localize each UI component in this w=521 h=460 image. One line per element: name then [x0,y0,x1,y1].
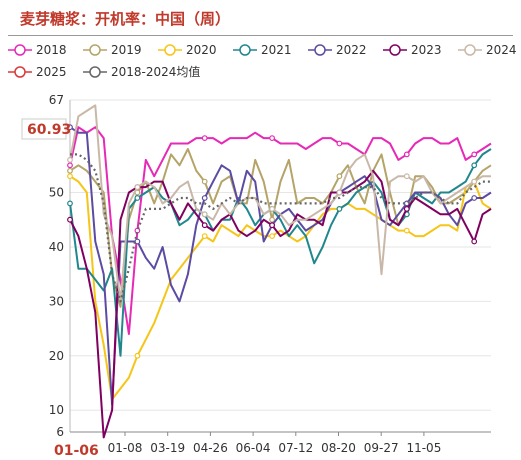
data-point [471,195,478,201]
data-point [269,233,276,240]
data-point [336,205,343,212]
legend-swatch-marker [89,44,101,56]
data-point [269,222,276,229]
legend-item: 2019 [83,43,142,57]
x-tick-label: 07-12 [278,441,313,455]
legend-swatch-marker [314,44,326,56]
data-point [403,227,410,234]
legend-item: 2024 [458,43,517,57]
data-point [67,167,73,174]
legend-label: 2025 [36,65,67,79]
series-line [69,126,492,406]
data-point [201,222,208,229]
hover-y-box [21,118,67,140]
y-tick-label: 50 [49,186,64,200]
legend-label: 2018 [36,43,67,57]
legend-item: 2018-2024均值 [83,64,200,79]
x-tick-label: 04-26 [193,441,228,455]
data-point [201,135,208,142]
data-point [403,173,410,180]
series-line [70,153,491,303]
legend-label: 2018-2024均值 [111,64,200,79]
data-point [269,135,276,142]
data-point [134,238,141,245]
legend-item: 2022 [308,43,367,57]
data-point [269,216,276,223]
legend-swatch-marker [239,44,251,56]
x-tick-label: 06-04 [236,441,271,455]
legend-item: 2023 [383,43,442,57]
hover-indicator: 60.93 01-06 [21,118,99,459]
data-point [471,151,478,158]
legend-item: 2020 [158,43,217,57]
data-point [336,140,343,147]
legend-swatch-marker [464,44,476,56]
x-tick-label: 01-08 [108,441,143,455]
data-point [67,124,73,131]
data-point [67,173,73,180]
x-tick-label: 09-27 [364,441,399,455]
y-tick-label: 40 [49,240,64,254]
data-point [201,211,208,218]
legend: 2018 2019 2020 2021 2022 2023 2024 2025 2018-202… [8,43,517,79]
legend-label: 2021 [261,43,292,57]
legend-swatch-marker [14,66,26,78]
series-line [69,175,492,401]
data-point [67,162,73,169]
data-point [134,195,141,201]
grid [70,99,491,433]
series-line [69,169,492,439]
y-tick-label: 67 [49,93,64,107]
hover-x-label: 01-06 [54,443,99,459]
x-axis: 01-08 03-19 04-26 06-04 07-12 08-20 09-27 11-05 [70,431,491,455]
data-point [471,162,478,169]
legend-label: 2020 [186,43,217,57]
y-axis: 6 10 20 30 40 50 67 [49,93,71,439]
legend-label: 2019 [111,43,142,57]
legend-swatch-marker [14,44,26,56]
legend-item: 2018 [8,43,67,57]
legend-label: 2023 [411,43,442,57]
data-point [67,200,73,207]
legend-swatch-marker [389,44,401,56]
y-tick-label: 10 [49,403,64,417]
legend-swatch-marker [89,66,101,78]
chart-title: 麦芽糖浆：开机率：中国（周） [20,10,231,28]
series-line [69,148,492,357]
legend-item: 2021 [233,43,292,57]
legend-label: 2022 [336,43,367,57]
y-tick-label: 30 [49,294,64,308]
series-lines [67,104,492,439]
title-divider [8,35,513,36]
x-tick-label: 11-05 [406,441,441,455]
x-tick-label: 08-20 [321,441,356,455]
legend-item: 2025 [8,65,67,79]
data-point [403,205,410,212]
data-point [336,189,343,196]
data-point [269,205,276,212]
data-point [403,151,410,158]
legend-swatch-marker [164,44,176,56]
y-tick-label: 6 [56,425,64,439]
series-line [69,148,492,308]
data-point [67,216,73,223]
data-point [201,233,208,240]
data-point [201,195,208,201]
data-point [471,238,478,245]
series-line [69,126,492,335]
data-point [471,178,478,185]
x-tick-label: 03-19 [150,441,185,455]
series-line [69,104,491,303]
data-point [134,184,141,191]
data-point [336,173,343,180]
data-point [134,352,141,359]
data-point [201,178,208,185]
hover-y-label: 60.93 [27,122,71,138]
legend-label: 2024 [486,43,517,57]
y-tick-label: 20 [49,349,64,363]
data-point [67,156,73,163]
